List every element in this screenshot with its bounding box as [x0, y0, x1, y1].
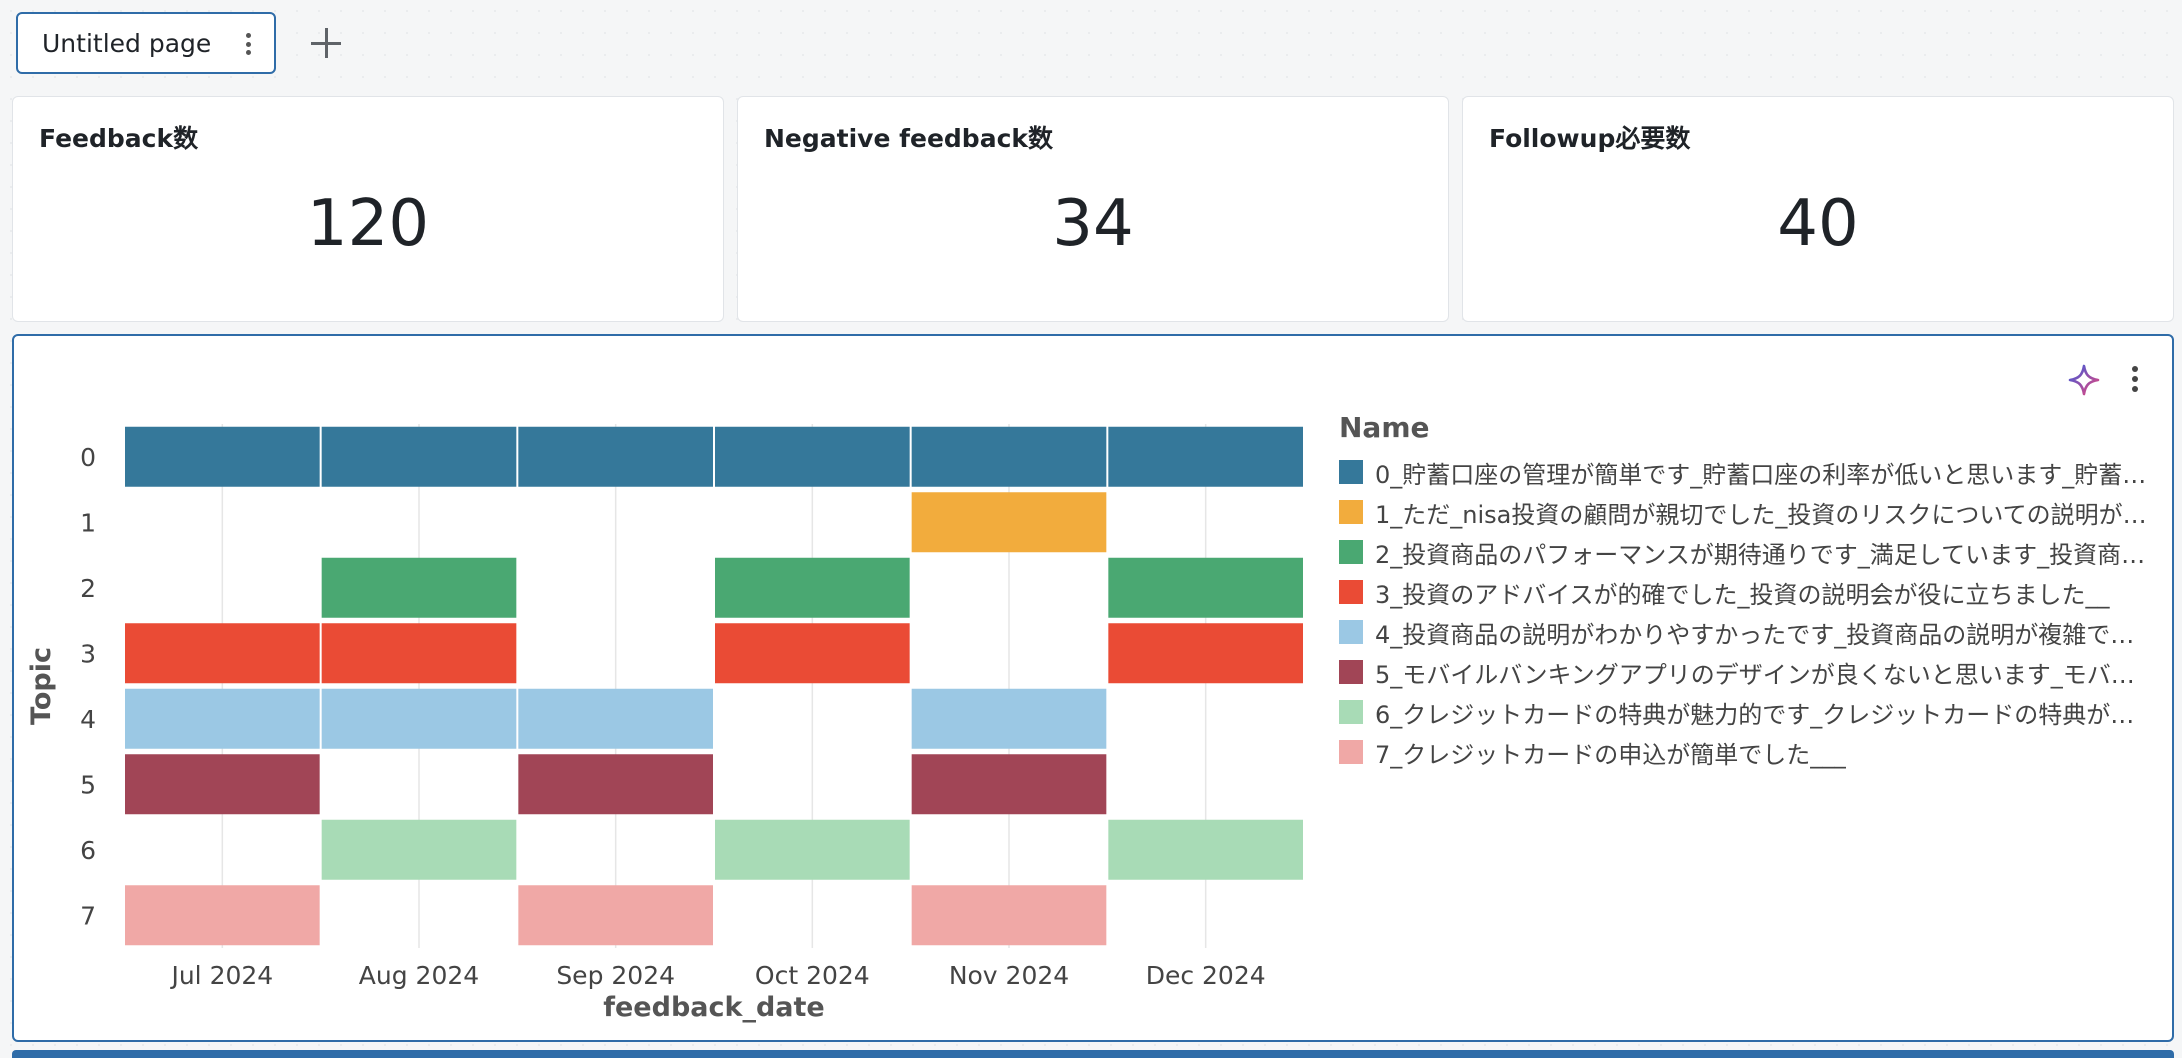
x-tick-label: Sep 2024: [556, 961, 675, 990]
heatmap-cell[interactable]: [715, 623, 910, 684]
heatmap-cell[interactable]: [125, 426, 320, 487]
heatmap-cell[interactable]: [321, 819, 517, 880]
counter-value: 40: [1777, 187, 1859, 261]
heatmap-cell[interactable]: [1108, 623, 1303, 684]
x-tick-label: Dec 2024: [1146, 961, 1266, 990]
tab-kebab-icon[interactable]: [246, 33, 252, 55]
x-tick-label: Aug 2024: [359, 961, 479, 990]
y-tick-label: 6: [80, 836, 96, 865]
heatmap-cell[interactable]: [911, 426, 1107, 487]
heatmap-cell[interactable]: [911, 754, 1107, 815]
heatmap-cell[interactable]: [1108, 819, 1303, 880]
legend-swatch: [1339, 540, 1363, 564]
counter-card-feedback[interactable]: Feedback数 120: [12, 96, 724, 322]
heatmap-cell[interactable]: [911, 688, 1107, 749]
legend-label: 0_貯蓄口座の管理が簡単です_貯蓄口座の利率が低いと思います_貯蓄…: [1375, 460, 2147, 489]
legend-item[interactable]: 4_投資商品の説明がわかりやすかったです_投資商品の説明が複雑です…: [1339, 612, 2169, 652]
counter-title: Followup必要数: [1489, 124, 1691, 153]
legend-item[interactable]: 1_ただ_nisa投資の顧問が親切でした_投資のリスクについての説明が…: [1339, 492, 2169, 532]
x-tick-label: Jul 2024: [169, 961, 273, 990]
legend-label: 4_投資商品の説明がわかりやすかったです_投資商品の説明が複雑です…: [1375, 620, 2155, 649]
legend-swatch: [1339, 620, 1363, 644]
legend-item[interactable]: 7_クレジットカードの申込が簡単でした___: [1339, 732, 2169, 772]
y-tick-label: 4: [80, 705, 96, 734]
heatmap-cell[interactable]: [715, 557, 910, 618]
legend-swatch: [1339, 580, 1363, 604]
legend-label: 3_投資のアドバイスが的確でした_投資の説明会が役に立ちました__: [1375, 580, 2110, 609]
tab-untitled-page[interactable]: Untitled page: [16, 12, 276, 74]
y-tick-label: 1: [80, 508, 96, 537]
counter-title: Feedback数: [39, 124, 199, 153]
y-axis-title: Topic: [26, 647, 57, 725]
heatmap-cell[interactable]: [518, 688, 713, 749]
heatmap-chart: 0 1 2 3 4 5 6 7 Jul 2024 Aug 2024 Sep 2024 Oct 202…: [26, 424, 1303, 1023]
legend-swatch: [1339, 740, 1363, 764]
heatmap-cell[interactable]: [125, 754, 320, 815]
legend-swatch: [1339, 660, 1363, 684]
heatmap-cell[interactable]: [125, 688, 320, 749]
legend-swatch: [1339, 700, 1363, 724]
heatmap-cell[interactable]: [321, 426, 517, 487]
legend-label: 7_クレジットカードの申込が簡単でした___: [1375, 740, 1847, 769]
tab-label: Untitled page: [42, 28, 212, 58]
heatmap-cell[interactable]: [715, 819, 910, 880]
next-panel-edge: [12, 1050, 2174, 1058]
counter-value: 120: [306, 187, 430, 261]
x-tick-label: Oct 2024: [755, 961, 870, 990]
y-tick-label: 2: [80, 574, 96, 603]
y-tick-label: 0: [80, 443, 96, 472]
counter-card-followup[interactable]: Followup必要数 40: [1462, 96, 2174, 322]
legend-label: 1_ただ_nisa投資の顧問が親切でした_投資のリスクについての説明が…: [1375, 500, 2147, 529]
legend-item[interactable]: 0_貯蓄口座の管理が簡単です_貯蓄口座の利率が低いと思います_貯蓄…: [1339, 452, 2169, 492]
heatmap-cell[interactable]: [1108, 426, 1303, 487]
chart-legend: Name 0_貯蓄口座の管理が簡単です_貯蓄口座の利率が低いと思います_貯蓄… 1…: [1339, 411, 2169, 772]
counter-title: Negative feedback数: [764, 124, 1054, 153]
legend-label: 2_投資商品のパフォーマンスが期待通りです_満足しています_投資商…: [1375, 540, 2146, 569]
heatmap-cell[interactable]: [911, 492, 1107, 553]
y-tick-label: 3: [80, 639, 96, 668]
heatmap-cell[interactable]: [1108, 557, 1303, 618]
heatmap-cell[interactable]: [125, 885, 320, 946]
legend-title: Name: [1339, 411, 1430, 444]
add-page-button[interactable]: [305, 22, 347, 64]
counter-value: 34: [1052, 187, 1134, 261]
heatmap-cell[interactable]: [125, 623, 320, 684]
heatmap-cell[interactable]: [518, 885, 713, 946]
x-tick-label: Nov 2024: [949, 961, 1069, 990]
y-tick-label: 7: [80, 901, 96, 930]
heatmap-cell[interactable]: [321, 623, 517, 684]
heatmap-cell[interactable]: [321, 688, 517, 749]
counter-card-negative-feedback[interactable]: Negative feedback数 34: [737, 96, 1449, 322]
legend-item[interactable]: 5_モバイルバンキングアプリのデザインが良くないと思います_モバイ…: [1339, 652, 2169, 692]
legend-item[interactable]: 3_投資のアドバイスが的確でした_投資の説明会が役に立ちました__: [1339, 572, 2169, 612]
topic-heatmap-panel[interactable]: 0 1 2 3 4 5 6 7 Jul 2024 Aug 2024 Sep 2024 Oct 202…: [12, 334, 2174, 1042]
heatmap-cell[interactable]: [518, 426, 713, 487]
heatmap-cell[interactable]: [321, 557, 517, 618]
legend-label: 6_クレジットカードの特典が魅力的です_クレジットカードの特典が豊…: [1375, 700, 2155, 729]
x-axis-title: feedback_date: [603, 992, 824, 1023]
sparkle-icon[interactable]: [2066, 362, 2102, 398]
legend-swatch: [1339, 500, 1363, 524]
panel-kebab-icon[interactable]: [2132, 366, 2138, 392]
heatmap-cell[interactable]: [911, 885, 1107, 946]
legend-swatch: [1339, 460, 1363, 484]
heatmap-cell[interactable]: [518, 754, 713, 815]
legend-label: 5_モバイルバンキングアプリのデザインが良くないと思います_モバイ…: [1375, 660, 2155, 689]
legend-item[interactable]: 6_クレジットカードの特典が魅力的です_クレジットカードの特典が豊…: [1339, 692, 2169, 732]
legend-item[interactable]: 2_投資商品のパフォーマンスが期待通りです_満足しています_投資商…: [1339, 532, 2169, 572]
y-tick-label: 5: [80, 770, 96, 799]
heatmap-cell[interactable]: [715, 426, 910, 487]
